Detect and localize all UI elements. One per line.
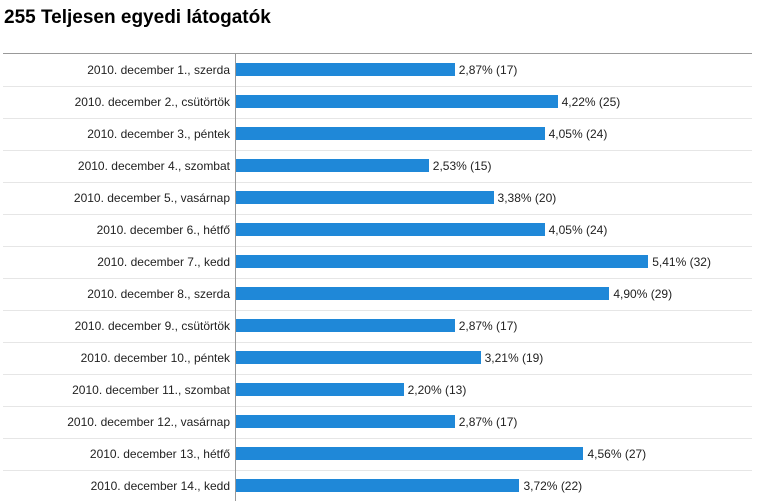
bar[interactable] [236, 287, 610, 300]
data-label: 3,21% (19) [484, 351, 544, 365]
category-label: 2010. december 11., szombat [72, 383, 230, 397]
data-label: 2,87% (17) [458, 415, 518, 429]
bar[interactable] [236, 63, 455, 76]
category-label: 2010. december 8., szerda [87, 287, 230, 301]
bar[interactable] [236, 159, 429, 172]
bar[interactable] [236, 255, 649, 268]
bar-row: 2010. december 2., csütörtök 4,22% (25) [3, 86, 752, 119]
category-label: 2010. december 5., vasárnap [73, 191, 230, 205]
top-divider [3, 53, 752, 54]
data-label: 4,05% (24) [548, 127, 608, 141]
bar-row: 2010. december 4., szombat 2,53% (15) [3, 150, 752, 183]
bar[interactable] [236, 351, 481, 364]
category-label: 2010. december 14., kedd [90, 479, 230, 493]
category-label: 2010. december 4., szombat [77, 159, 230, 173]
chart-title: 255 Teljesen egyedi látogatók [4, 7, 271, 28]
bar-row: 2010. december 1., szerda 2,87% (17) [3, 54, 752, 87]
data-label: 2,87% (17) [458, 63, 518, 77]
data-label: 3,72% (22) [523, 479, 583, 493]
bar[interactable] [236, 95, 558, 108]
bar-row: 2010. december 9., csütörtök 2,87% (17) [3, 310, 752, 343]
category-label: 2010. december 1., szerda [87, 63, 230, 77]
bar[interactable] [236, 415, 455, 428]
category-label: 2010. december 13., hétfő [89, 447, 230, 461]
bar-row: 2010. december 8., szerda 4,90% (29) [3, 278, 752, 311]
data-label: 4,22% (25) [561, 95, 621, 109]
data-label: 2,53% (15) [432, 159, 492, 173]
bar[interactable] [236, 479, 520, 492]
category-label: 2010. december 9., csütörtök [74, 319, 230, 333]
bar[interactable] [236, 319, 455, 332]
category-label: 2010. december 2., csütörtök [74, 95, 230, 109]
bar-row: 2010. december 13., hétfő 4,56% (27) [3, 438, 752, 471]
bar-row: 2010. december 6., hétfő 4,05% (24) [3, 214, 752, 247]
category-label: 2010. december 7., kedd [97, 255, 230, 269]
bar[interactable] [236, 223, 545, 236]
data-label: 4,90% (29) [613, 287, 673, 301]
data-label: 4,05% (24) [548, 223, 608, 237]
category-label: 2010. december 6., hétfő [96, 223, 230, 237]
y-axis-line [235, 53, 236, 501]
data-label: 5,41% (32) [652, 255, 711, 269]
data-label: 2,87% (17) [458, 319, 518, 333]
category-label: 2010. december 10., péntek [80, 351, 230, 365]
bar-row: 2010. december 10., péntek 3,21% (19) [3, 342, 752, 375]
bar-row: 2010. december 7., kedd 5,41% (32) [3, 246, 752, 279]
bar-row: 2010. december 12., vasárnap 2,87% (17) [3, 406, 752, 439]
data-label: 2,20% (13) [407, 383, 467, 397]
bar-row: 2010. december 3., péntek 4,05% (24) [3, 118, 752, 151]
bar-row: 2010. december 14., kedd 3,72% (22) [3, 470, 752, 501]
bar-row: 2010. december 11., szombat 2,20% (13) [3, 374, 752, 407]
bar[interactable] [236, 127, 545, 140]
data-label: 4,56% (27) [587, 447, 647, 461]
bar[interactable] [236, 383, 404, 396]
category-label: 2010. december 12., vasárnap [67, 415, 230, 429]
bar-row: 2010. december 5., vasárnap 3,38% (20) [3, 182, 752, 215]
data-label: 3,38% (20) [497, 191, 557, 205]
bar[interactable] [236, 191, 494, 204]
bar[interactable] [236, 447, 584, 460]
category-label: 2010. december 3., péntek [87, 127, 230, 141]
